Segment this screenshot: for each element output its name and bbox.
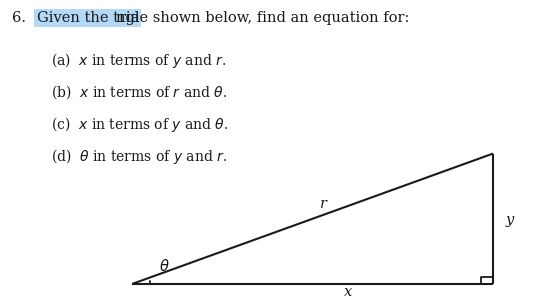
Text: (b)  $x$ in terms of $r$ and $\theta$.: (b) $x$ in terms of $r$ and $\theta$. xyxy=(51,83,227,101)
Text: ngle shown below, find an equation for:: ngle shown below, find an equation for: xyxy=(116,11,410,25)
Text: (d)  $\theta$ in terms of $y$ and $r$.: (d) $\theta$ in terms of $y$ and $r$. xyxy=(51,147,227,166)
Text: Given the tria: Given the tria xyxy=(37,11,139,25)
Text: x: x xyxy=(343,285,352,299)
Text: (a)  $x$ in terms of $y$ and $r$.: (a) $x$ in terms of $y$ and $r$. xyxy=(51,51,226,70)
Text: (c)  $x$ in terms of $y$ and $\theta$.: (c) $x$ in terms of $y$ and $\theta$. xyxy=(51,115,229,134)
Text: y: y xyxy=(505,212,514,227)
Text: $\theta$: $\theta$ xyxy=(159,258,170,274)
Text: 6.: 6. xyxy=(12,11,26,25)
Text: r: r xyxy=(320,197,327,211)
